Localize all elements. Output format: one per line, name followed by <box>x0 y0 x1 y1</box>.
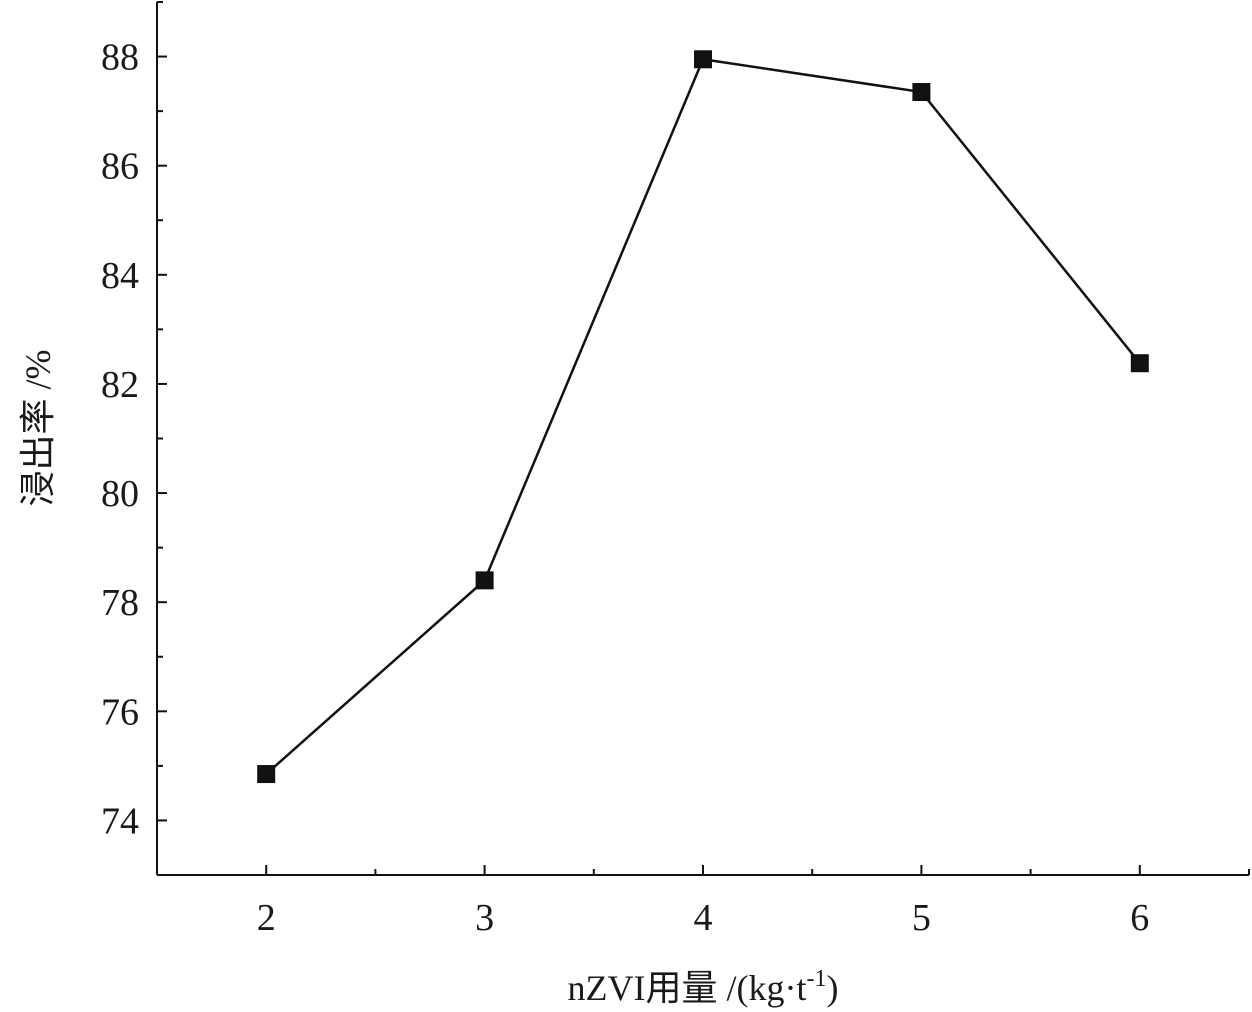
x-axis: 2 3 4 5 6 <box>257 865 1250 939</box>
data-point <box>694 50 712 69</box>
y-tick-label: 88 <box>101 37 139 79</box>
y-tick-label: 82 <box>101 364 139 406</box>
y-tick-label: 76 <box>101 691 139 733</box>
y-axis-title: 浸出率 /% <box>18 350 58 507</box>
x-tick-label: 2 <box>257 897 276 939</box>
data-point <box>912 83 931 102</box>
y-tick-label: 86 <box>101 146 139 188</box>
y-tick-label: 74 <box>101 800 139 842</box>
y-axis: 74 76 78 80 82 84 86 88 <box>101 1 167 876</box>
x-axis-title-sup: -1 <box>806 966 826 992</box>
x-axis-title: nZVI用量 /(kg·t-1) <box>568 966 839 1008</box>
x-tick-label: 6 <box>1130 897 1149 939</box>
y-tick-label: 78 <box>101 582 139 624</box>
data-point <box>475 571 494 590</box>
x-tick-label: 4 <box>694 897 713 939</box>
data-point <box>257 765 276 784</box>
x-tick-label: 5 <box>912 897 931 939</box>
data-point <box>1130 354 1149 373</box>
y-tick-label: 84 <box>101 255 139 297</box>
series-line <box>265 57 1141 775</box>
y-tick-label: 80 <box>101 473 139 515</box>
x-tick-label: 3 <box>475 897 494 939</box>
axes-frame <box>156 2 1249 876</box>
data-series <box>257 50 1149 784</box>
x-axis-title-main: nZVI用量 /(kg·t <box>568 968 807 1008</box>
x-axis-title-tail: ) <box>826 968 838 1008</box>
